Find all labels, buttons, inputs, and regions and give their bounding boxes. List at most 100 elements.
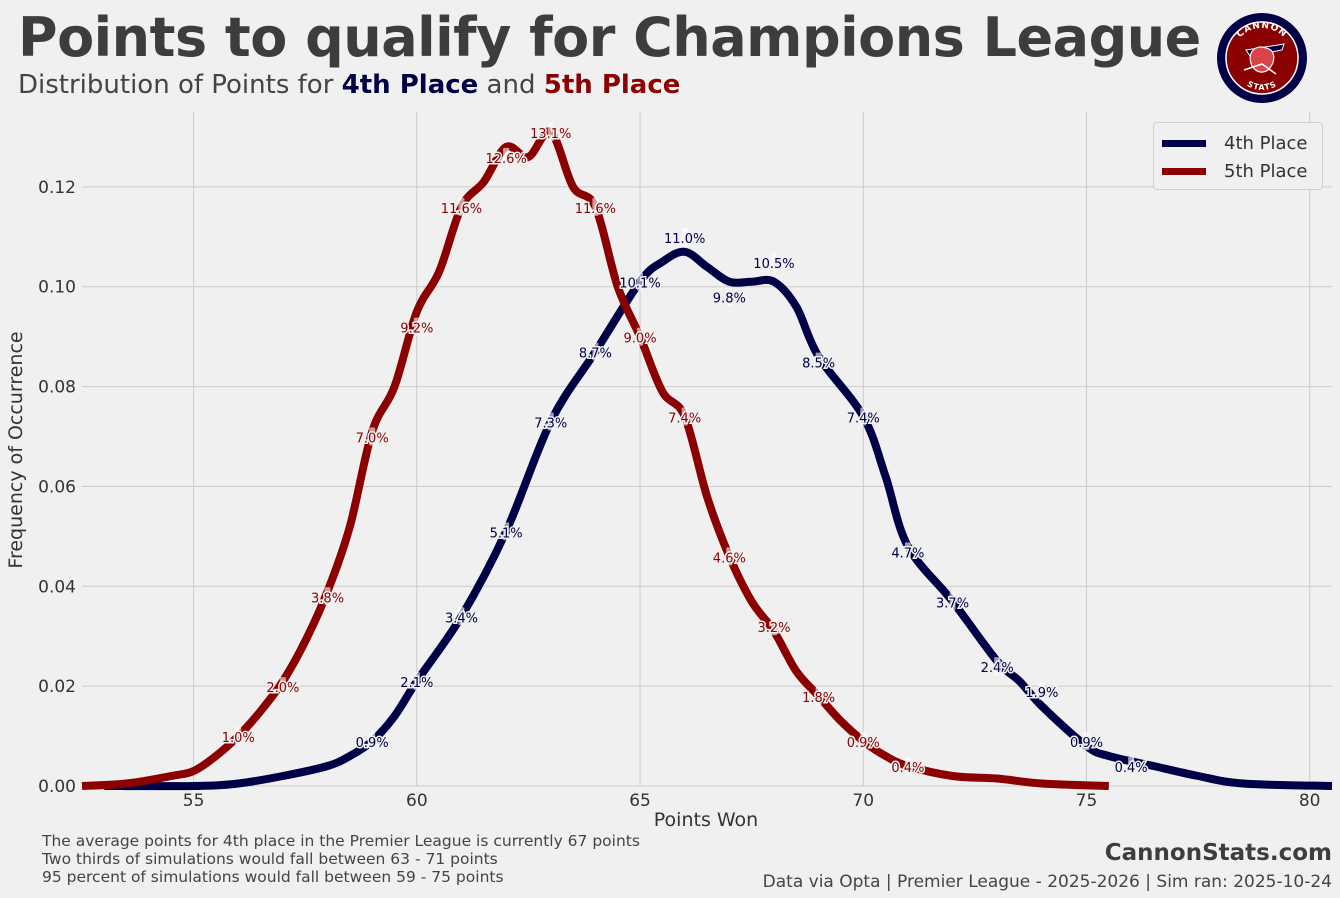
data-label-fifth: 4.6% bbox=[713, 551, 746, 566]
data-label-fourth: 2.1% bbox=[400, 676, 433, 691]
data-point-marker bbox=[413, 672, 420, 691]
data-label-fourth: 8.5% bbox=[802, 357, 835, 372]
data-point-marker bbox=[369, 732, 376, 751]
data-point-marker bbox=[458, 197, 465, 216]
data-point-marker bbox=[860, 407, 867, 426]
legend-item-4th-place: 4th Place bbox=[1162, 131, 1308, 155]
data-label-fifth: 0.9% bbox=[847, 736, 880, 751]
data-label-fourth: 0.9% bbox=[356, 736, 389, 751]
x-tick-label: 65 bbox=[629, 791, 651, 811]
data-label-fifth: 1.8% bbox=[802, 691, 835, 706]
data-label-fourth: 3.4% bbox=[445, 611, 478, 626]
logo-bottom-text: STATS bbox=[1246, 79, 1278, 92]
brand-text: CannonStats.com bbox=[1104, 840, 1332, 866]
source-text: Data via Opta | Premier League - 2025-20… bbox=[762, 872, 1332, 892]
data-label-fourth: 10.5% bbox=[753, 257, 794, 272]
chart-subtitle: Distribution of Points for 4th Place and… bbox=[18, 70, 680, 100]
data-point-marker bbox=[860, 732, 867, 751]
legend-label-5th-place: 5th Place bbox=[1224, 160, 1308, 182]
y-tick-label: 0.10 bbox=[38, 278, 76, 298]
y-tick-label: 0.08 bbox=[38, 378, 76, 398]
data-label-fourth: 1.9% bbox=[1025, 686, 1058, 701]
data-point-marker bbox=[503, 147, 510, 166]
data-point-marker bbox=[904, 757, 911, 776]
series-line-fourth bbox=[104, 247, 1333, 791]
data-point-marker bbox=[592, 197, 599, 216]
data-point-marker bbox=[994, 657, 1001, 676]
data-point-marker bbox=[726, 547, 733, 566]
data-point-marker bbox=[592, 342, 599, 361]
data-point-marker bbox=[547, 412, 554, 431]
data-point-marker bbox=[413, 317, 420, 336]
x-tick-label: 55 bbox=[183, 791, 205, 811]
data-point-marker bbox=[681, 227, 688, 246]
y-tick-label: 0.06 bbox=[38, 477, 76, 497]
data-label-fourth: 3.7% bbox=[936, 596, 969, 611]
footnotes: The average points for 4th place in the … bbox=[42, 832, 640, 886]
data-label-fourth: 4.7% bbox=[891, 546, 924, 561]
footnote-two-thirds: Two thirds of simulations would fall bet… bbox=[42, 850, 498, 868]
x-tick-label: 75 bbox=[1076, 791, 1098, 811]
data-label-fourth: 0.9% bbox=[1070, 736, 1103, 751]
chart-title: Points to qualify for Champions League bbox=[18, 6, 1201, 69]
cannon-stats-logo: CANNON STATS bbox=[1217, 13, 1307, 103]
data-point-marker bbox=[681, 407, 688, 426]
legend-item-5th-place: 5th Place bbox=[1162, 159, 1308, 183]
y-axis-label: Frequency of Occurrence bbox=[5, 331, 27, 568]
y-tick-label: 0.00 bbox=[38, 777, 76, 797]
legend-label-4th-place: 4th Place bbox=[1224, 132, 1308, 154]
data-point-marker bbox=[324, 587, 331, 606]
data-label-fifth: 9.0% bbox=[624, 332, 657, 347]
subtitle-joiner: and bbox=[478, 70, 544, 100]
data-label-fourth: 7.3% bbox=[534, 417, 567, 432]
legend-swatch-4th-place bbox=[1162, 139, 1206, 147]
subtitle-4th-place: 4th Place bbox=[341, 70, 479, 100]
data-label-fifth: 1.0% bbox=[222, 731, 255, 746]
axis-ticks: 55 60 65 70 75 80 0.00 0.02 0.04 0.06 0.08 0.10 0.12 bbox=[38, 178, 1320, 811]
data-point-marker bbox=[949, 592, 956, 611]
data-point-marker bbox=[369, 427, 376, 446]
subtitle-5th-place: 5th Place bbox=[543, 70, 681, 100]
data-point-marker bbox=[503, 522, 510, 541]
data-label-fourth: 9.8% bbox=[713, 292, 746, 307]
data-label-fourth: 0.4% bbox=[1115, 761, 1148, 776]
x-tick-label: 70 bbox=[852, 791, 874, 811]
y-tick-label: 0.12 bbox=[38, 178, 76, 198]
legend-swatch-5th-place bbox=[1162, 167, 1206, 175]
data-point-marker bbox=[547, 122, 554, 141]
data-point-marker bbox=[637, 272, 644, 291]
data-label-fourth: 5.1% bbox=[490, 526, 523, 541]
data-point-marker bbox=[1083, 732, 1090, 751]
data-point-marker bbox=[770, 252, 777, 271]
series-lines bbox=[81, 127, 1333, 791]
data-label-fifth: 13.1% bbox=[530, 127, 571, 142]
y-tick-label: 0.02 bbox=[38, 677, 76, 697]
data-label-fifth: 9.2% bbox=[400, 322, 433, 337]
x-tick-label: 80 bbox=[1299, 791, 1321, 811]
data-label-fourth: 10.1% bbox=[619, 277, 660, 292]
data-point-marker bbox=[235, 727, 242, 746]
data-point-marker bbox=[726, 287, 733, 306]
data-label-fifth: 3.8% bbox=[311, 591, 344, 606]
cannon-stats-crest-icon bbox=[1243, 43, 1285, 75]
data-point-marker bbox=[637, 327, 644, 346]
data-label-fifth: 7.4% bbox=[668, 412, 701, 427]
data-label-fifth: 11.6% bbox=[441, 202, 482, 217]
data-label-fourth: 7.4% bbox=[847, 412, 880, 427]
series-line-fifth bbox=[81, 127, 1109, 790]
data-point-marker bbox=[904, 542, 911, 561]
data-label-fourth: 11.0% bbox=[664, 232, 705, 247]
data-point-marker bbox=[815, 687, 822, 706]
x-tick-label: 60 bbox=[406, 791, 428, 811]
data-label-fourth: 8.7% bbox=[579, 347, 612, 362]
data-point-marker bbox=[1128, 757, 1135, 776]
footnote-average: The average points for 4th place in the … bbox=[42, 832, 640, 850]
data-label-fifth: 12.6% bbox=[485, 152, 526, 167]
data-point-marker bbox=[1038, 682, 1045, 701]
data-labels: 0.9% 2.1% 3.4% 5.1% 7.3% 8.7% 10.1% 11.0% 9.8% 10… bbox=[220, 122, 1149, 778]
legend: 4th Place 5th Place bbox=[1153, 122, 1323, 190]
data-label-fifth: 11.6% bbox=[575, 202, 616, 217]
data-point-marker bbox=[458, 607, 465, 626]
subtitle-prefix: Distribution of Points for bbox=[18, 70, 342, 100]
